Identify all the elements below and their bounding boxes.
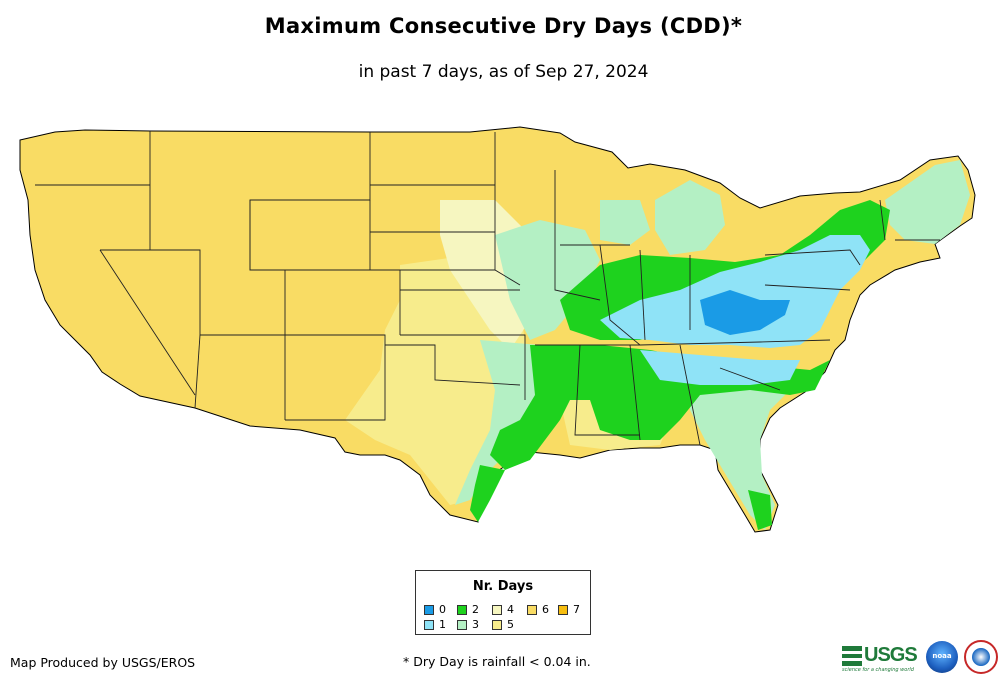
legend-swatch <box>527 604 537 615</box>
legend-swatch <box>424 619 434 630</box>
region-3-wisc <box>600 200 650 245</box>
legend-swatch <box>457 619 467 630</box>
nws-emblem-icon <box>972 648 990 666</box>
legend-label: 6 <box>542 603 549 616</box>
map-title: Maximum Consecutive Dry Days (CDD)* <box>264 14 743 38</box>
usgs-tagline: science for a changing world <box>842 667 914 673</box>
usgs-wordmark: USGS <box>864 644 918 666</box>
legend-item-7: 7 <box>558 603 580 616</box>
legend-label: 3 <box>472 618 479 631</box>
dry-day-note: * Dry Day is rainfall < 0.04 in. <box>403 654 591 669</box>
map-subtitle: in past 7 days, as of Sep 27, 2024 <box>358 62 649 82</box>
legend-swatch <box>457 604 467 615</box>
noaa-logo: noaa <box>926 641 958 673</box>
us-cdd-map <box>19 126 976 533</box>
region-1-southeast <box>640 350 800 385</box>
legend-swatch <box>424 604 434 615</box>
legend-label: 0 <box>439 603 446 616</box>
usgs-logo: USGS <box>842 644 918 667</box>
region-0-appalachia <box>700 290 790 335</box>
region-3-southeast <box>690 375 790 530</box>
legend-label: 7 <box>573 603 580 616</box>
legend-swatch <box>492 619 502 630</box>
legend-item-6: 6 <box>527 603 549 616</box>
usgs-mark-icon <box>842 645 862 666</box>
agency-logos: USGS science for a changing world noaa <box>842 640 1002 676</box>
legend-swatch <box>492 604 502 615</box>
region-2-florida <box>748 490 772 530</box>
legend-item-3: 3 <box>457 618 479 631</box>
legend-item-0: 0 <box>424 603 446 616</box>
legend-title: Nr. Days <box>472 579 534 594</box>
legend-swatch <box>558 604 568 615</box>
legend-label: 2 <box>472 603 479 616</box>
state-boundaries <box>35 131 940 446</box>
producer-credit: Map Produced by USGS/EROS <box>10 655 196 670</box>
region-3-midwest <box>495 220 600 340</box>
legend-item-4: 4 <box>492 603 514 616</box>
region-3-michigan <box>655 180 725 255</box>
legend-item-1: 1 <box>424 618 446 631</box>
legend-item-2: 2 <box>457 603 479 616</box>
noaa-wordmark: noaa <box>932 652 952 660</box>
legend-label: 1 <box>439 618 446 631</box>
legend-item-5: 5 <box>492 618 514 631</box>
region-2-texas-coast <box>470 465 505 522</box>
region-1-ohio-valley <box>600 235 870 348</box>
region-3-northeast <box>885 160 970 244</box>
legend-label: 5 <box>507 618 514 631</box>
legend-label: 4 <box>507 603 514 616</box>
nws-logo <box>964 640 998 674</box>
legend: Nr. Days 0 1 2 3 4 5 6 7 <box>415 570 591 635</box>
